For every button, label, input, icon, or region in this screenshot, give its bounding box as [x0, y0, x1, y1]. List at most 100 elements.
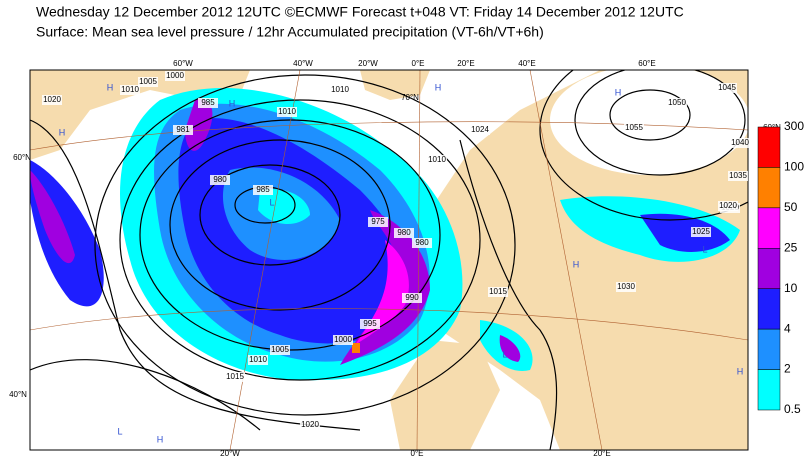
isobar-label: 1015 — [489, 287, 507, 296]
isobar-label-bg — [225, 372, 245, 382]
isobar-label-bg — [300, 420, 320, 430]
isobar-label: 980 — [397, 228, 411, 237]
pressure-center: H — [737, 366, 744, 376]
isobar-label: 980 — [213, 175, 227, 184]
colorbar-segment — [757, 288, 781, 330]
isobar-label-bg — [120, 85, 140, 95]
header-line2: Surface: Mean sea level pressure / 12hr … — [36, 24, 544, 40]
isobar-label: 981 — [176, 125, 190, 134]
graticule-label: 20°E — [457, 59, 474, 68]
isobar-label-bg — [210, 175, 230, 185]
map-frame — [29, 69, 749, 451]
isobar-label-bg — [198, 98, 218, 108]
graticule-label: 40°N — [9, 390, 27, 399]
colorbar-label: 2 — [784, 362, 791, 376]
graticule-label: 40°E — [518, 59, 535, 68]
isobar-label: 1030 — [617, 282, 635, 291]
isobar-label-bg — [412, 238, 432, 248]
pressure-center: L — [269, 197, 274, 207]
overlay: 60°W40°W20°W0°E20°E40°E60°E70°N60°N40°N6… — [9, 59, 804, 458]
colorbar-label: 25 — [784, 240, 798, 254]
pressure-center: H — [435, 82, 442, 92]
header-line1: Wednesday 12 December 2012 12UTC ©ECMWF … — [36, 4, 684, 20]
isobar-label-bg — [402, 293, 422, 303]
pressure-center: L — [117, 426, 122, 436]
colorbar-segment — [757, 167, 781, 209]
graticule-label: 70°N — [401, 93, 419, 102]
isobar-label: 1015 — [226, 372, 244, 381]
isobar-label: 975 — [371, 217, 385, 226]
isobar-label: 995 — [363, 319, 377, 328]
pressure-center: H — [107, 82, 114, 92]
isobar-label-bg — [42, 95, 62, 105]
pressure-center: H — [157, 434, 164, 444]
isobar-label: 1055 — [625, 123, 643, 132]
graticule-label: 0°E — [411, 449, 424, 458]
isobar-label: 1010 — [331, 85, 349, 94]
graticule-label: 20°W — [358, 59, 378, 68]
colorbar-segment — [757, 369, 781, 411]
isobar-label: 1010 — [249, 355, 267, 364]
isobar-label-bg — [730, 138, 750, 148]
isobar-label: 1010 — [121, 85, 139, 94]
pressure-center: H — [615, 87, 622, 97]
isobar-label: 1045 — [718, 83, 736, 92]
isobar-label-bg — [470, 125, 490, 135]
isobar-label: 985 — [201, 98, 215, 107]
isobar-label-bg — [728, 171, 748, 181]
colorbar-label: 10 — [784, 281, 798, 295]
colorbar-segment — [757, 248, 781, 289]
isobar-label: 1010 — [278, 107, 296, 116]
isobar-label-bg — [165, 71, 185, 81]
isobar-label-bg — [248, 355, 268, 365]
isobar-label-bg — [667, 98, 687, 108]
isobar-label: 1000 — [334, 335, 352, 344]
isobar-label: 1025 — [692, 227, 710, 236]
isobar-label: 1024 — [471, 125, 489, 134]
graticule-label: 0°E — [412, 59, 425, 68]
isobar-label: 1005 — [271, 345, 289, 354]
colorbar-label: 100 — [784, 160, 804, 174]
isobar-label: 1020 — [719, 201, 737, 210]
colorbar-label: 50 — [784, 200, 798, 214]
isobar-label-bg — [277, 107, 297, 117]
isobar-label-bg — [330, 85, 350, 95]
isobar-label-bg — [691, 227, 711, 237]
isobar-label-bg — [368, 217, 388, 227]
colorbar-label: 300 — [784, 119, 804, 133]
graticule-label: 60°N — [13, 153, 31, 162]
isobar-label-bg — [427, 155, 447, 165]
isobar-label-bg — [138, 77, 158, 87]
isobar-label: 985 — [256, 185, 270, 194]
colorbar-label: 0.5 — [784, 402, 801, 416]
graticule-label: 20°E — [593, 449, 610, 458]
map — [30, 70, 748, 450]
pressure-center: H — [573, 259, 580, 269]
isobar-label: 1040 — [731, 138, 749, 147]
colorbar-label: 4 — [784, 321, 791, 335]
graticule-label: 40°W — [293, 59, 313, 68]
isobar-label: 1000 — [166, 71, 184, 80]
isobar-label-bg — [394, 228, 414, 238]
isobar-label: 980 — [415, 238, 429, 247]
isobar-label: 1035 — [729, 171, 747, 180]
colorbar-segment — [757, 126, 781, 168]
colorbar-segment — [757, 207, 781, 249]
isobar-label-bg — [624, 123, 644, 133]
isobar-label-bg — [270, 345, 290, 355]
isobar-label-bg — [333, 335, 353, 345]
graticule-label: 60°W — [173, 59, 193, 68]
pressure-center: H — [59, 127, 66, 137]
isobar-label: 1005 — [139, 77, 157, 86]
graticule-label: 20°W — [220, 449, 240, 458]
isobar-label: 990 — [405, 293, 419, 302]
isobar-label-bg — [360, 319, 380, 329]
isobar-label-bg — [488, 287, 508, 297]
isobar-label-bg — [718, 201, 738, 211]
pressure-center: L — [702, 244, 707, 254]
isobar-label: 1020 — [301, 420, 319, 429]
graticule-label: 60°E — [638, 59, 655, 68]
isobar-label-bg — [616, 282, 636, 292]
pressure-center: L — [502, 349, 507, 359]
